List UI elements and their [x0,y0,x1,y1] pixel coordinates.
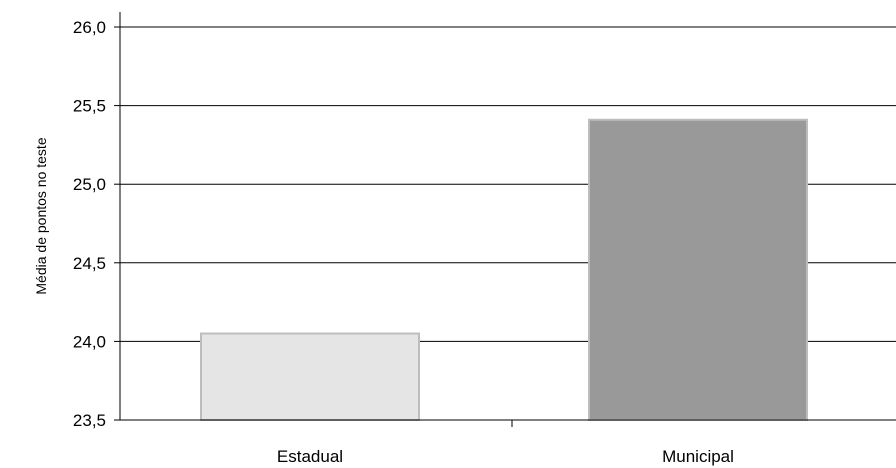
axes [119,12,896,427]
y-tick-labels: 23,5 24,0 24,5 25,0 25,5 26,0 [73,18,120,430]
y-axis-title: Média de pontos no teste [33,137,49,294]
y-tick-label: 24,5 [73,254,106,273]
bars [200,118,808,422]
bar-estadual [200,332,420,422]
x-category-label: Municipal [662,447,734,466]
bar-municipal [588,118,808,422]
y-tick-label: 25,0 [73,175,106,194]
x-category-label: Estadual [277,447,343,466]
y-tick-label: 25,5 [73,97,106,116]
x-category-labels: Estadual Municipal [277,447,734,466]
y-tick-label: 24,0 [73,332,106,351]
y-tick-label: 23,5 [73,411,106,430]
y-tick-label: 26,0 [73,18,106,37]
